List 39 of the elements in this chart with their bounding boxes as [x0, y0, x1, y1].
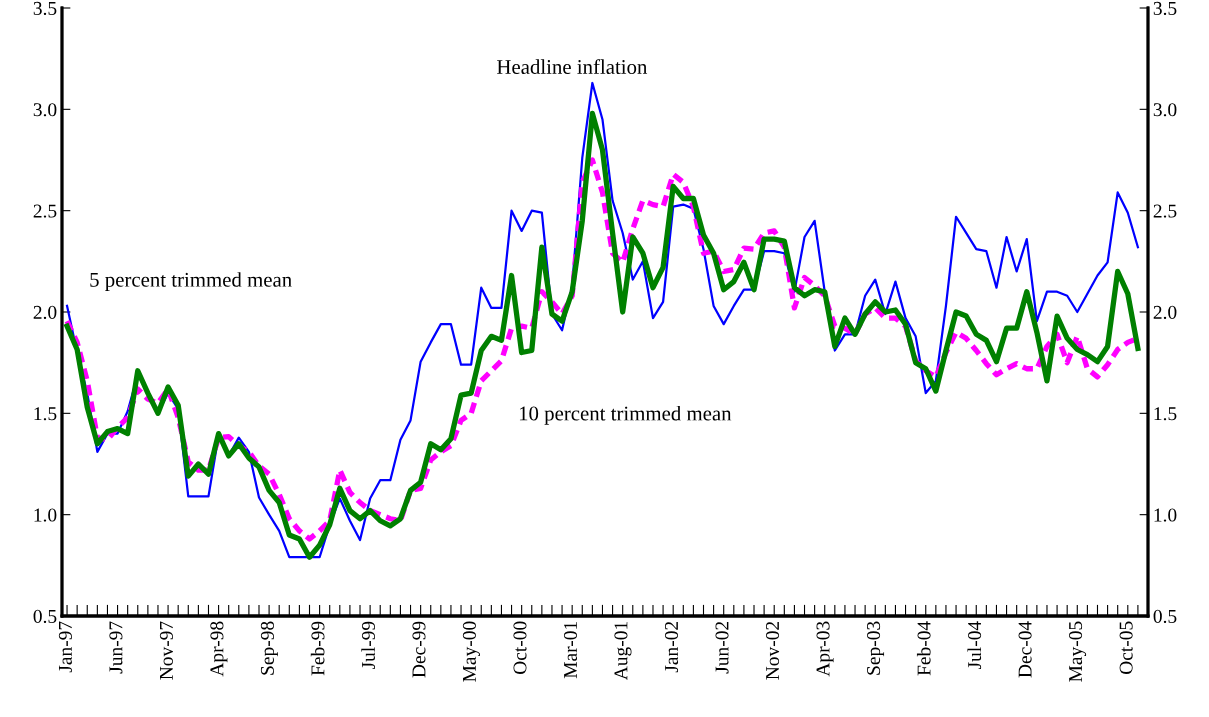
x-tick-label: Feb-99 — [310, 621, 325, 676]
y-tick-label: 2.0 — [33, 305, 57, 320]
y-tick-label: 0.5 — [33, 609, 57, 624]
y2-tick-label: 3.5 — [1153, 1, 1177, 16]
series-label: Headline inflation — [497, 59, 648, 75]
x-tick-label: Oct-00 — [513, 621, 527, 675]
y2-tick-label: 1.5 — [1154, 407, 1177, 421]
x-tick-label: Dec-04 — [1018, 621, 1032, 678]
x-tick-label: Oct-05 — [1119, 621, 1133, 675]
y2-tick-label: 1.0 — [1154, 508, 1177, 522]
x-tick-label: Jan-97 — [58, 621, 72, 673]
y-tick-label: 3.5 — [33, 1, 57, 16]
x-tick-label: Aug-01 — [614, 622, 632, 681]
x-tick-label: Jan-02 — [664, 621, 679, 673]
y2-tick-label: 0.5 — [1153, 609, 1177, 624]
annotation: 5 percent trimmed mean — [90, 272, 292, 292]
y2-tick-label: 3.0 — [1153, 103, 1177, 117]
x-tick-label: Jul-04 — [967, 621, 982, 670]
y-tick-label: 1.5 — [34, 407, 57, 421]
x-tick-label: Feb-04 — [916, 621, 931, 676]
y-tick-label: 1.0 — [34, 508, 57, 522]
y2-tick-label: 2.5 — [1153, 204, 1177, 218]
x-tick-label: Nov-02 — [765, 621, 780, 680]
x-tick-label: Dec-99 — [412, 621, 426, 678]
x-tick-label: Jun-02 — [715, 621, 729, 674]
x-tick-label: Jul-99 — [361, 621, 375, 670]
x-tick-label: Sep-03 — [866, 621, 885, 675]
x-tick-label: Nov-97 — [159, 621, 173, 680]
x-tick-label: Jun-97 — [109, 621, 123, 674]
y2-tick-label: 2.0 — [1153, 305, 1177, 320]
text: 10 percent trimmed mean — [519, 405, 732, 425]
y-tick-label: 2.5 — [33, 204, 57, 218]
x-tick-label: May-05 — [1068, 621, 1087, 682]
x-tick-label: Apr-03 — [816, 621, 834, 677]
x-tick-label: May-00 — [462, 621, 480, 682]
x-tick-label: Sep-98 — [260, 621, 278, 675]
x-tick-label: Mar-01 — [563, 622, 578, 679]
y-tick-label: 3.0 — [33, 103, 57, 117]
x-tick-label: Apr-98 — [210, 621, 228, 677]
